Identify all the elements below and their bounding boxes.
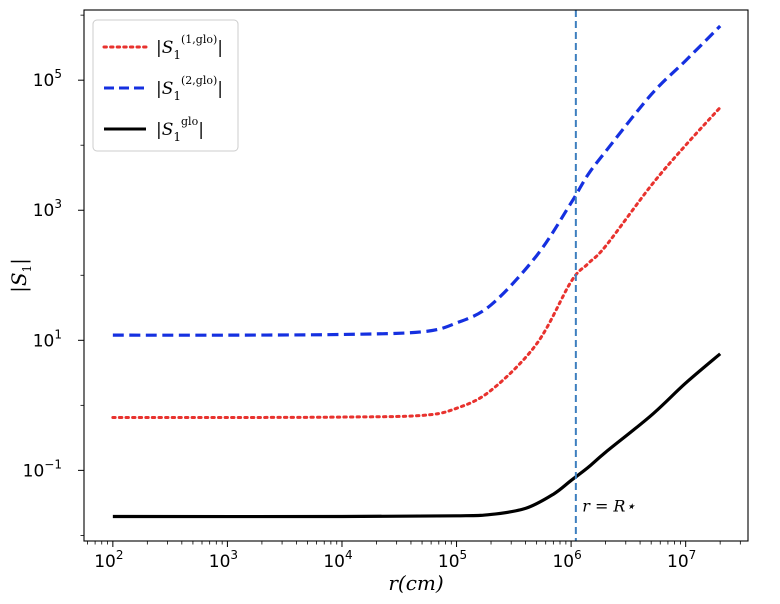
- legend-label-3: |S1glo|: [156, 115, 204, 144]
- axes-labels: 102 103 104 105 106 107 10−1 101 103 105: [23, 67, 697, 572]
- y-tick-label: 103: [33, 197, 62, 221]
- axes-ticks: [78, 14, 741, 547]
- legend: |S1(1,glo)| |S1(2,glo)| |S1glo|: [92, 19, 239, 152]
- legend-label-1: |S1(1,glo)|: [156, 33, 223, 62]
- x-tick-label: 105: [438, 548, 467, 572]
- x-tick-label: 106: [552, 548, 581, 572]
- x-tick-label: 102: [94, 548, 123, 572]
- y-axis-label: |S1|: [7, 258, 34, 293]
- series-line-1: [111, 106, 722, 420]
- legend-label-2: |S1(2,glo)|: [156, 74, 223, 103]
- y-tick-label: 101: [33, 327, 62, 351]
- y-tick-label: 105: [33, 67, 62, 91]
- series-line-3: [112, 352, 722, 519]
- x-tick-label: 104: [323, 548, 352, 572]
- x-tick-label: 103: [209, 548, 238, 572]
- x-tick-label: 107: [667, 548, 696, 572]
- annotation-r-equals-rstar: r = R⋆: [582, 496, 635, 515]
- plot-content: [111, 10, 722, 541]
- series-line-2: [112, 24, 722, 337]
- x-axis-label: r(cm): [388, 571, 443, 595]
- legend-box: [92, 19, 239, 152]
- y-tick-label: 10−1: [23, 457, 62, 481]
